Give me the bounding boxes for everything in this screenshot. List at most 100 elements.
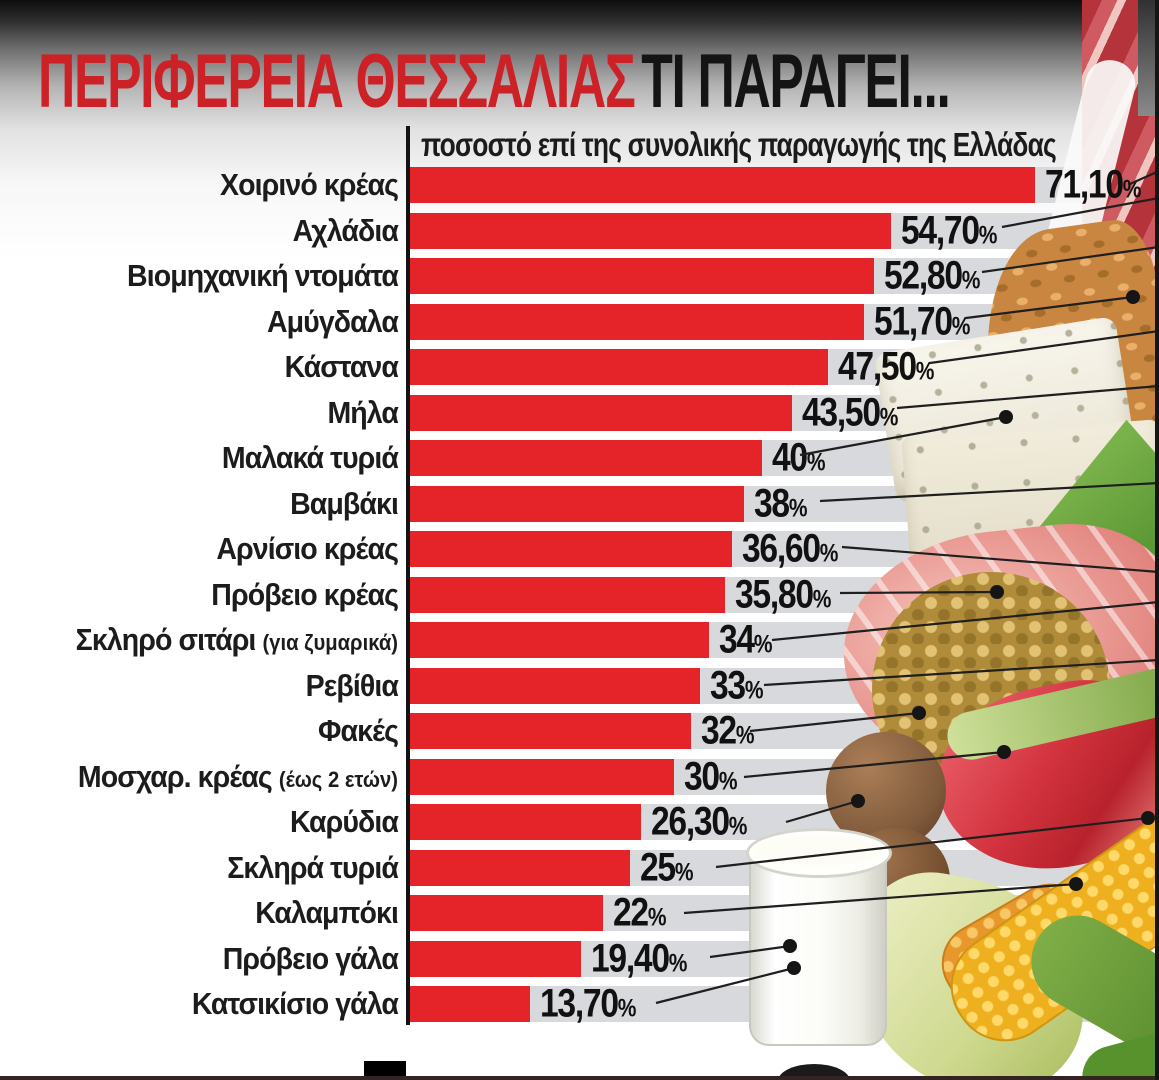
bar: [410, 667, 700, 704]
value-number: 52,80: [884, 253, 963, 298]
percent-sign: %: [753, 630, 773, 659]
bar: [410, 394, 792, 431]
category-label: Καρύδια: [32, 804, 399, 840]
value-number: 54,70: [901, 208, 980, 252]
percent-sign: %: [788, 494, 808, 522]
value-number: 47,50: [838, 344, 917, 389]
value-number: 51,70: [874, 299, 953, 343]
percent-sign: %: [961, 266, 981, 295]
value-label: 47,50%: [838, 345, 934, 390]
category-name: Κάστανα: [284, 349, 399, 384]
category-name: Πρόβειο κρέας: [211, 576, 399, 612]
milk-glass-body: [749, 848, 887, 1046]
value-number: 36,60: [742, 526, 821, 571]
value-label: 52,80%: [884, 254, 980, 299]
percent-sign: %: [674, 858, 694, 886]
value-label: 36,60%: [742, 527, 838, 572]
milk-surface: [755, 836, 880, 866]
value-number: 43,50: [802, 390, 881, 434]
percent-sign: %: [647, 903, 667, 932]
category-label: Καλαμπόκι: [32, 895, 399, 931]
percent-sign: %: [812, 585, 832, 613]
category-name: Αχλάδια: [292, 212, 399, 248]
value-number: 25: [640, 845, 676, 889]
value-number: 35,80: [735, 572, 814, 616]
bar: [410, 849, 630, 886]
value-number: 13,70: [540, 981, 619, 1026]
category-name: Αμύγδαλα: [266, 303, 399, 339]
category-label: Χοιρινό κρέας: [32, 167, 399, 203]
category-label: Αμύγδαλα: [32, 303, 399, 340]
category-name: Σκληρό σιτάρι: [75, 622, 257, 657]
bar: [410, 758, 674, 795]
category-label: Σκληρό σιτάρι (για ζυμαρικά): [32, 622, 398, 658]
percent-sign: %: [819, 539, 839, 568]
category-name: Βαμβάκι: [290, 485, 399, 521]
category-label: Κατσικίσιο γάλα: [32, 986, 399, 1022]
value-label: 22%: [613, 891, 667, 936]
value-label: 32%: [701, 709, 755, 754]
bar: [410, 713, 691, 749]
axis-line: [406, 126, 410, 1025]
category-label: Κάστανα: [32, 349, 399, 385]
value-label: 34%: [719, 618, 773, 663]
bar: [410, 531, 732, 567]
bar: [410, 485, 744, 522]
value-number: 38: [754, 481, 790, 525]
percent-sign: %: [915, 357, 935, 386]
title-region-name: ΠΕΡΙΦΕΡΕΙΑ ΘΕΣΣΑΛΙΑΣ: [38, 39, 636, 124]
value-label: 38%: [754, 481, 808, 526]
percent-sign: %: [728, 812, 748, 841]
value-number: 33: [710, 663, 746, 707]
bar-row: Χοιρινό κρέας 71,10%: [0, 163, 1159, 207]
percent-sign: %: [735, 721, 755, 750]
bottom-border: [0, 1076, 1159, 1080]
category-name: Φακές: [318, 713, 399, 748]
category-name: Μοσχαρ. κρέας: [77, 758, 273, 794]
value-label: 43,50%: [802, 390, 898, 435]
category-name: Βιομηχανική ντομάτα: [127, 258, 399, 293]
category-label: Ρεβίθια: [32, 668, 399, 704]
chart-subtitle: ποσοστό επί της συνολικής παραγωγής της …: [421, 126, 1057, 163]
category-name: Αρνίσιο κρέας: [216, 531, 399, 566]
footer-black-square: [364, 1061, 406, 1080]
bar: [410, 167, 1035, 203]
percent-sign: %: [951, 312, 971, 340]
percent-sign: %: [879, 403, 899, 431]
category-name: Πρόβειο γάλα: [222, 940, 399, 976]
category-name: Μήλα: [327, 394, 398, 430]
bar: [410, 349, 828, 385]
milk-glass-photo: [746, 828, 892, 1046]
category-name: Καρύδια: [289, 804, 399, 839]
value-number: 71,10: [1045, 162, 1124, 207]
value-label: 51,70%: [874, 299, 970, 344]
percent-sign: %: [718, 767, 738, 795]
bar-row: Αχλάδια 54,70%: [0, 208, 1159, 252]
percent-sign: %: [617, 994, 637, 1023]
value-number: 34: [719, 617, 755, 662]
category-label: Πρόβειο κρέας: [32, 576, 399, 613]
bar: [410, 804, 641, 840]
category-label: Μοσχαρ. κρέας (έως 2 ετών): [32, 759, 398, 795]
percent-sign: %: [978, 221, 998, 249]
value-label: 54,70%: [901, 208, 997, 253]
bar: [410, 622, 709, 658]
value-label: 25%: [640, 845, 694, 890]
bar: [410, 212, 891, 249]
category-label: Μήλα: [32, 395, 398, 431]
category-name: Χοιρινό κρέας: [220, 167, 399, 202]
value-label: 71,10%: [1045, 163, 1141, 208]
value-label: 33%: [710, 663, 764, 708]
category-label: Μαλακά τυριά: [32, 440, 399, 476]
value-label: 19,40%: [591, 936, 687, 981]
value-number: 19,40: [591, 936, 670, 980]
category-name: Σκληρά τυριά: [227, 849, 399, 885]
value-label: 30%: [684, 754, 738, 799]
category-note: (για ζυμαρικά): [262, 630, 398, 655]
category-label: Βιομηχανική ντομάτα: [32, 258, 399, 294]
bar: [410, 940, 581, 977]
category-label: Φακές: [32, 713, 399, 749]
value-number: 22: [613, 890, 649, 935]
value-label: 26,30%: [651, 800, 747, 845]
